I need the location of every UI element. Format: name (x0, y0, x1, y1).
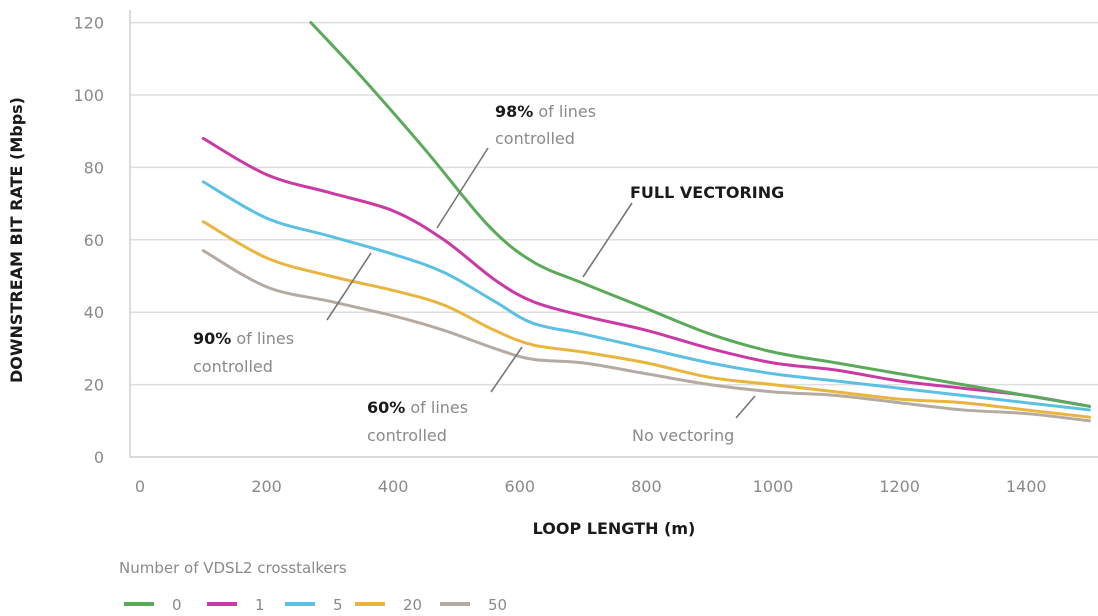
x-tick-label: 1400 (1006, 477, 1047, 496)
annotation-90-line2: controlled (193, 357, 273, 376)
series-lines (201, 21, 1091, 423)
leader-60 (490, 346, 523, 393)
annotation-90: 90% of lines (193, 329, 294, 348)
x-tick-label: 1000 (753, 477, 794, 496)
x-tick-label: 400 (378, 477, 409, 496)
annotation-98-bold: 98% (495, 102, 533, 121)
leader-98 (436, 147, 489, 229)
leader-90 (326, 252, 372, 321)
x-tick-label: 200 (251, 477, 282, 496)
annotation-60-bold: 60% (367, 398, 405, 417)
annotation-90-bold: 90% (193, 329, 231, 348)
legend: 0 1 5 20 50 (124, 596, 507, 614)
annotation-98-line2: controlled (495, 129, 575, 148)
annotation-60: 60% of lines (367, 398, 468, 417)
annotation-60-line1: of lines (405, 398, 468, 417)
y-tick-label: 60 (84, 231, 104, 250)
y-axis-ticks: 0 20 40 60 80 100 120 (73, 14, 104, 467)
legend-title: Number of VDSL2 crosstalkers (119, 559, 347, 577)
annotation-full-vectoring: FULL VECTORING (630, 183, 784, 202)
y-tick-label: 100 (73, 86, 104, 105)
y-tick-label: 120 (73, 14, 104, 33)
leader-full-vectoring (582, 202, 633, 278)
series-line-50 (201, 249, 1091, 423)
y-tick-label: 40 (84, 303, 104, 322)
annotation-98-line1: of lines (533, 102, 596, 121)
x-axis-ticks: 0 200 400 600 800 1000 1200 1400 (135, 477, 1047, 496)
series-line-5 (201, 180, 1091, 412)
y-tick-label: 0 (94, 448, 104, 467)
x-tick-label: 1200 (879, 477, 920, 496)
y-tick-label: 80 (84, 158, 104, 177)
annotation-no-vectoring: No vectoring (632, 426, 734, 445)
legend-label-50: 50 (488, 596, 507, 614)
x-tick-label: 0 (135, 477, 145, 496)
legend-label-20: 20 (403, 596, 422, 614)
series-line-20 (201, 220, 1091, 419)
y-tick-label: 20 (84, 376, 104, 395)
series-line-1 (201, 136, 1091, 408)
series-line-0 (309, 21, 1091, 408)
y-axis-title: DOWNSTREAM BIT RATE (Mbps) (7, 97, 26, 383)
x-tick-label: 800 (631, 477, 662, 496)
annotation-98: 98% of lines (495, 102, 596, 121)
x-axis-title: LOOP LENGTH (m) (533, 519, 696, 538)
x-tick-label: 600 (505, 477, 536, 496)
legend-label-1: 1 (255, 596, 265, 614)
annotation-90-line1: of lines (231, 329, 294, 348)
leader-no-vectoring (735, 395, 756, 419)
legend-label-5: 5 (333, 596, 343, 614)
annotation-leaders (326, 147, 756, 419)
annotation-60-line2: controlled (367, 426, 447, 445)
legend-label-0: 0 (172, 596, 182, 614)
